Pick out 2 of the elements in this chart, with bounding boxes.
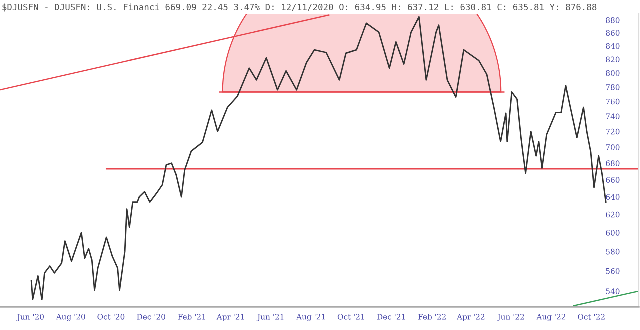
line-series [30,16,607,300]
chart-title: $DJUSFN - DJUSFN: U.S. Financi 669.09 22.45 3.47% D: 12/11/2020 O: 634.95 H: 637.12 L: 630.81 C: 635.81 Y: 876.88 [2,4,597,12]
